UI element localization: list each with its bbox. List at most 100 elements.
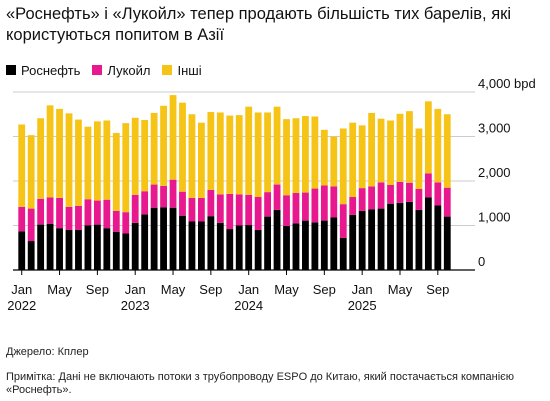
- bar-rosneft: [160, 207, 167, 270]
- bar-rosneft: [377, 208, 385, 270]
- bar-rosneft: [396, 202, 404, 270]
- bar-other: [18, 124, 26, 207]
- bar-other: [160, 105, 167, 186]
- bar-lukoil: [358, 188, 366, 211]
- bar-rosneft: [311, 222, 319, 270]
- bar-lukoil: [368, 186, 376, 210]
- bar-lukoil: [37, 198, 45, 225]
- bar-lukoil: [283, 195, 290, 226]
- bar-other: [46, 105, 54, 198]
- bar-other: [320, 129, 328, 186]
- x-tick-label-year: 2024: [234, 298, 263, 313]
- bar-rosneft: [273, 209, 281, 270]
- y-tick-label: 4,000: [478, 78, 511, 91]
- y-tick-label: 1,000: [478, 210, 511, 225]
- bar-other: [396, 113, 404, 182]
- bar-lukoil: [103, 199, 111, 229]
- footnote: Примітка: Дані не включають потоки з тру…: [6, 371, 515, 396]
- gridlines: [13, 91, 475, 271]
- bar-lukoil: [226, 193, 234, 230]
- bar-rosneft: [46, 223, 54, 270]
- legend-item-lukoil: Лукойл: [92, 63, 150, 78]
- bar-other: [122, 123, 130, 213]
- bar-lukoil: [27, 208, 35, 242]
- bar-lukoil: [216, 194, 224, 223]
- chart-title: «Роснефть» і «Лукойл» тепер продають біл…: [6, 5, 512, 44]
- bar-rosneft: [75, 229, 82, 270]
- bar-rosneft: [56, 228, 63, 270]
- bar-rosneft: [216, 222, 224, 270]
- bars: [18, 95, 451, 271]
- bar-other: [339, 128, 347, 205]
- bar-rosneft: [226, 229, 234, 270]
- bar-lukoil: [320, 185, 328, 221]
- x-tick-label-year: 2025: [348, 298, 377, 313]
- bar-lukoil: [387, 185, 394, 204]
- bar-rosneft: [358, 210, 366, 270]
- x-tick-label-month: May: [161, 282, 186, 297]
- bar-rosneft: [141, 214, 149, 271]
- x-tick-label-month: Sep: [426, 282, 449, 297]
- x-tick-label-year: 2022: [7, 298, 36, 313]
- bar-rosneft: [443, 216, 451, 270]
- bar-lukoil: [169, 179, 177, 208]
- bar-lukoil: [254, 197, 262, 230]
- bar-lukoil: [160, 185, 167, 208]
- x-tick-label-year: 2023: [121, 298, 150, 313]
- source-note: Джерело: Кплер: [6, 346, 89, 358]
- bar-rosneft: [349, 214, 357, 270]
- bar-other: [424, 101, 432, 174]
- bar-rosneft: [283, 225, 290, 270]
- legend-swatch-other: [162, 65, 173, 75]
- bar-rosneft: [27, 241, 35, 270]
- bar-lukoil: [396, 181, 404, 203]
- bar-lukoil: [443, 187, 451, 217]
- bar-other: [93, 121, 101, 201]
- bar-rosneft: [415, 209, 423, 270]
- bar-rosneft: [207, 216, 215, 270]
- bar-lukoil: [302, 192, 309, 221]
- bar-rosneft: [198, 221, 205, 270]
- bar-lukoil: [311, 188, 319, 223]
- bar-lukoil: [245, 194, 253, 226]
- bar-other: [330, 136, 338, 187]
- bar-other: [65, 113, 73, 207]
- bar-other: [283, 119, 290, 196]
- bar-rosneft: [424, 197, 432, 270]
- bar-lukoil: [75, 205, 82, 230]
- bar-lukoil: [406, 182, 413, 202]
- bar-lukoil: [273, 184, 281, 210]
- legend: Роснефть Лукойл Інші: [6, 62, 202, 78]
- bar-other: [254, 112, 262, 198]
- bar-rosneft: [302, 220, 309, 270]
- bar-other: [188, 114, 196, 198]
- bar-lukoil: [264, 192, 271, 217]
- bar-lukoil: [112, 210, 120, 232]
- bar-other: [141, 120, 149, 192]
- bar-rosneft: [169, 207, 177, 270]
- bar-lukoil: [18, 206, 26, 232]
- bar-other: [377, 118, 385, 183]
- x-tick-label-month: May: [274, 282, 299, 297]
- bar-rosneft: [292, 223, 300, 270]
- bar-rosneft: [131, 222, 139, 270]
- y-tick-labels: 4,000 bpd 3,000 2,000 1,000 0: [478, 78, 536, 269]
- bar-rosneft: [320, 220, 328, 270]
- bar-other: [198, 122, 205, 198]
- bar-lukoil: [93, 200, 101, 225]
- y-tick-label: 0: [478, 254, 485, 269]
- bar-rosneft: [84, 225, 92, 270]
- bar-other: [434, 108, 442, 183]
- bar-other: [103, 120, 111, 200]
- bar-other: [131, 117, 139, 195]
- bar-rosneft: [65, 229, 73, 270]
- bar-other: [56, 108, 63, 198]
- bar-rosneft: [264, 216, 271, 270]
- bar-lukoil: [56, 197, 63, 229]
- bar-other: [443, 114, 451, 188]
- bar-rosneft: [406, 201, 413, 270]
- legend-swatch-lukoil: [92, 65, 103, 75]
- bar-lukoil: [434, 182, 442, 206]
- y-unit-label: bpd: [514, 78, 536, 91]
